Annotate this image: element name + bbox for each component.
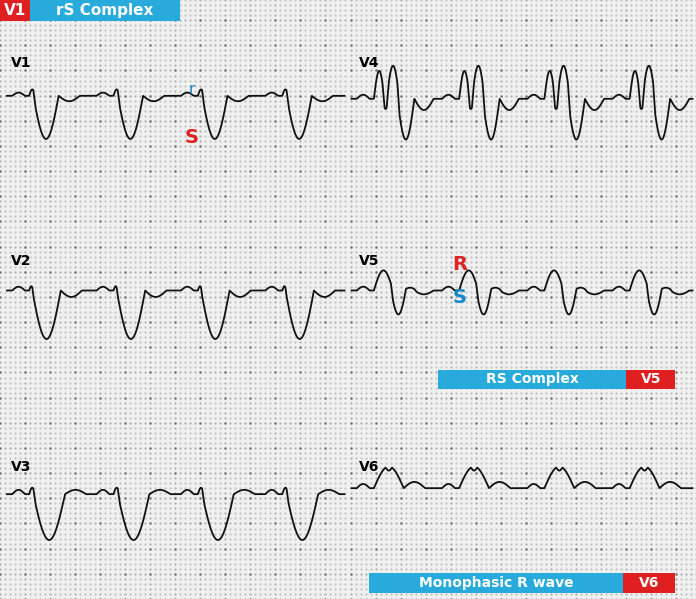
Text: V1: V1: [10, 56, 31, 70]
Text: V2: V2: [10, 253, 31, 268]
FancyBboxPatch shape: [369, 573, 623, 593]
Text: V6: V6: [639, 576, 659, 590]
FancyBboxPatch shape: [626, 370, 675, 389]
FancyBboxPatch shape: [623, 573, 675, 593]
Text: V4: V4: [358, 56, 379, 70]
FancyBboxPatch shape: [30, 0, 180, 21]
Text: R: R: [452, 255, 467, 274]
Text: RS Complex: RS Complex: [486, 373, 579, 386]
Text: rS Complex: rS Complex: [56, 3, 153, 18]
Text: Monophasic R wave: Monophasic R wave: [418, 576, 574, 590]
FancyBboxPatch shape: [0, 0, 30, 21]
Text: V6: V6: [358, 460, 379, 474]
FancyBboxPatch shape: [438, 370, 626, 389]
Text: V1: V1: [4, 3, 26, 18]
Text: V3: V3: [10, 460, 31, 474]
Text: V5: V5: [640, 373, 661, 386]
Text: r: r: [188, 82, 195, 98]
Text: S: S: [452, 288, 466, 307]
Text: S: S: [184, 128, 198, 147]
Text: V5: V5: [358, 253, 379, 268]
